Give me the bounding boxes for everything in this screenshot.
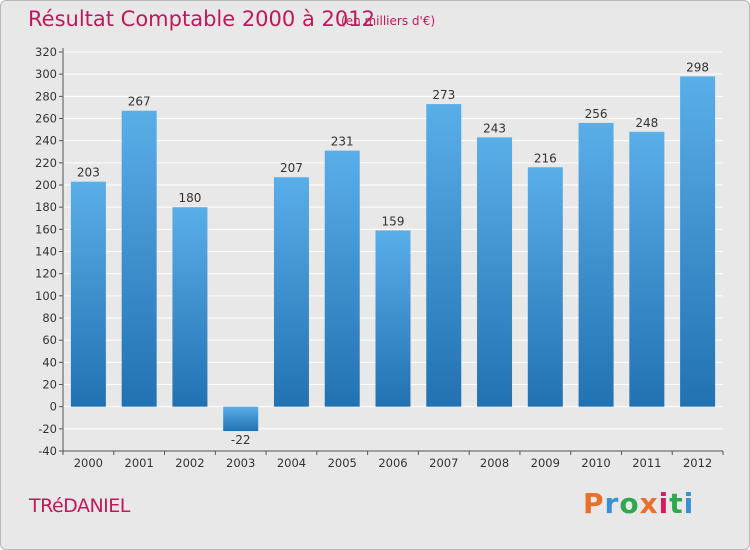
labels: -40 -20 0 20 40 60 80 100 120 140 160 180 200 220 240 2… (35, 45, 712, 470)
bar-2003 (223, 406, 259, 432)
x-tick-label-2000: 2000 (74, 456, 103, 470)
bar-2000 (70, 181, 106, 407)
y-tick-label: 140 (35, 245, 57, 259)
bar-2002 (172, 207, 208, 407)
bar-2011 (629, 131, 665, 407)
y-tick-label: 120 (35, 267, 57, 281)
value-label-2010: 256 (585, 107, 608, 121)
bar-2007 (426, 104, 462, 407)
bar-2010 (578, 122, 614, 407)
x-tick-label-2007: 2007 (429, 456, 458, 470)
bar-2006 (375, 230, 411, 407)
x-tick-label-2003: 2003 (226, 456, 255, 470)
x-tick-label-2006: 2006 (378, 456, 407, 470)
y-tick-label: 0 (50, 400, 57, 414)
y-tick-label: -40 (38, 444, 57, 458)
y-tick-label: 240 (35, 134, 57, 148)
logo-letter: o (619, 487, 640, 520)
x-tick-label-2009: 2009 (531, 456, 560, 470)
bar-2009 (527, 167, 563, 407)
x-tick-label-2002: 2002 (175, 456, 204, 470)
y-tick-label: 160 (35, 222, 57, 236)
y-tick-label: 260 (35, 112, 57, 126)
y-tick-label: 280 (35, 89, 57, 103)
bar-2004 (273, 177, 309, 407)
commune-name: TRéDANIEL (29, 495, 130, 517)
y-tick-label: -20 (38, 422, 57, 436)
logo-letter: x (639, 487, 659, 520)
value-label-2002: 180 (178, 191, 201, 205)
y-tick-label: 320 (35, 45, 57, 59)
x-tick-label-2005: 2005 (328, 456, 357, 470)
value-label-2000: 203 (77, 166, 100, 180)
x-tick-label-2008: 2008 (480, 456, 509, 470)
value-label-2003: -22 (231, 433, 251, 447)
value-label-2012: 298 (686, 60, 709, 74)
logo-letter: i (683, 487, 695, 520)
logo-letter: P (583, 487, 605, 520)
value-label-2001: 267 (128, 95, 151, 109)
axes (59, 48, 724, 455)
x-tick-label-2012: 2012 (683, 456, 712, 470)
y-tick-label: 100 (35, 289, 57, 303)
x-tick-label-2001: 2001 (125, 456, 154, 470)
y-tick-label: 220 (35, 156, 57, 170)
chart-title: Résultat Comptable 2000 à 2012 (28, 7, 375, 31)
y-tick-label: 40 (42, 355, 57, 369)
value-label-2005: 231 (331, 135, 354, 149)
y-tick-label: 300 (35, 67, 57, 81)
bar-2001 (121, 110, 157, 407)
x-tick-label-2004: 2004 (277, 456, 306, 470)
y-tick-label: 80 (42, 311, 57, 325)
value-label-2009: 216 (534, 151, 557, 165)
y-tick-label: 180 (35, 200, 57, 214)
bars (70, 76, 716, 432)
bar-2005 (324, 150, 360, 407)
x-tick-label-2011: 2011 (632, 456, 661, 470)
logo-letter: r (604, 487, 620, 520)
value-label-2007: 273 (432, 88, 455, 102)
bar-2012 (680, 76, 716, 407)
y-tick-label: 200 (35, 178, 57, 192)
y-tick-label: 20 (42, 378, 57, 392)
proxiti-logo: Proxiti (583, 487, 694, 520)
chart-subtitle: (en milliers d'€) (341, 14, 436, 28)
logo-letter: t (669, 487, 684, 520)
value-label-2004: 207 (280, 161, 303, 175)
x-tick-label-2010: 2010 (581, 456, 610, 470)
value-label-2011: 248 (635, 116, 658, 130)
value-label-2006: 159 (382, 214, 405, 228)
value-label-2008: 243 (483, 121, 506, 135)
logo-letter: i (658, 487, 670, 520)
y-tick-label: 60 (42, 333, 57, 347)
bar-2008 (477, 137, 513, 407)
